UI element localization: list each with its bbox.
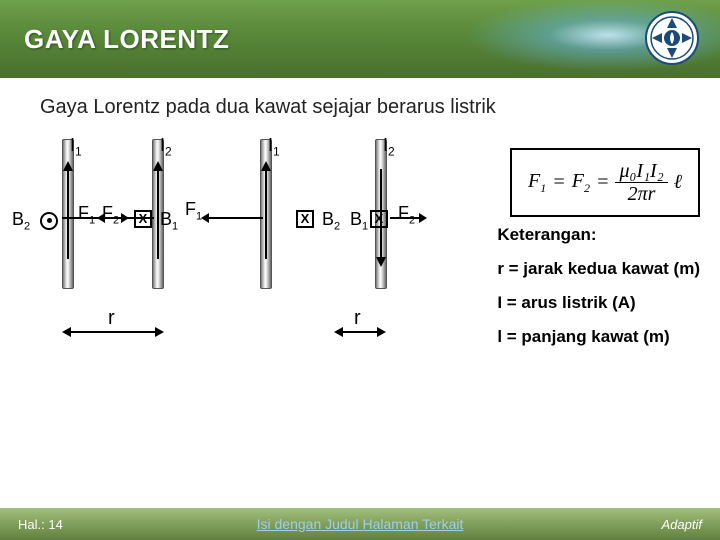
b1-label-1: B1: [160, 209, 178, 233]
wire4-label: I2: [383, 135, 395, 159]
subtitle: Gaya Lorentz pada dua kawat sejajar bera…: [40, 96, 692, 119]
wire1-label: I1: [70, 135, 82, 159]
footer-right: Adaptif: [662, 517, 702, 532]
f1-label: F1: [78, 203, 95, 227]
footer-bar: Hal.: 14 Isi dengan Judul Halaman Terkai…: [0, 508, 720, 540]
legend-r: r = jarak kedua kawat (m): [497, 252, 700, 286]
force-arrow-4: [390, 217, 420, 219]
legend-l: l = panjang kawat (m): [497, 320, 700, 354]
footer-page: Hal.: 14: [18, 517, 63, 532]
b1-label-2: B1: [350, 209, 368, 233]
force-arrow-3: [208, 217, 263, 219]
tut-wuri-logo-icon: [644, 10, 700, 66]
b2-label-left: B2: [12, 209, 30, 233]
legend-I: I = arus listrik (A): [497, 286, 700, 320]
legend: Keterangan: r = jarak kedua kawat (m) I …: [497, 218, 700, 354]
dot-mark-1: [40, 207, 58, 230]
formula-box: F1 = F2 = μ₀I₁I₂ 2πr ℓ: [510, 148, 700, 217]
f1-label-b: F1: [185, 199, 202, 223]
current-arrow-2: [157, 169, 159, 259]
wire3-label: I1: [268, 135, 280, 159]
x-mark-2: X: [296, 207, 314, 228]
b2-label-2: B2: [322, 209, 340, 233]
page-title: GAYA LORENTZ: [24, 24, 229, 55]
r-label-2: r: [354, 307, 361, 330]
legend-title: Keterangan:: [497, 218, 700, 252]
current-arrow-3: [265, 169, 267, 259]
current-arrow-1: [67, 169, 69, 259]
footer-center-link[interactable]: Isi dengan Judul Halaman Terkait: [257, 516, 464, 532]
force-arrow-2: [104, 217, 154, 219]
distance-arrow-1: [70, 331, 156, 333]
distance-arrow-2: [342, 331, 378, 333]
header-bar: GAYA LORENTZ: [0, 0, 720, 78]
r-label-1: r: [108, 307, 115, 330]
wire2-label: I2: [160, 135, 172, 159]
x-mark-3: X: [370, 207, 388, 228]
f2-label-b: F2: [398, 203, 415, 227]
